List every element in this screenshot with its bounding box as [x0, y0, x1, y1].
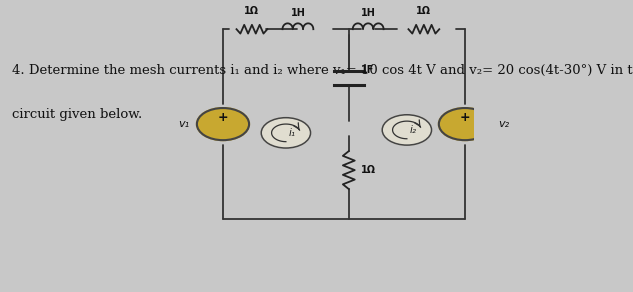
Text: +: + [460, 112, 470, 124]
Circle shape [261, 118, 311, 148]
Text: v₂: v₂ [498, 119, 510, 129]
Circle shape [382, 115, 432, 145]
Text: 1Ω: 1Ω [244, 6, 260, 16]
Text: i₁: i₁ [288, 128, 295, 138]
Text: 1H: 1H [361, 8, 375, 18]
Circle shape [439, 108, 491, 140]
Text: v₁: v₁ [179, 119, 190, 129]
Text: +: + [218, 112, 229, 124]
Text: 1H: 1H [291, 8, 305, 18]
Circle shape [197, 108, 249, 140]
Text: 4. Determine the mesh currents i₁ and i₂ where v₁= 10 cos 4t V and v₂= 20 cos(4t: 4. Determine the mesh currents i₁ and i₂… [12, 64, 633, 77]
Text: 1Ω: 1Ω [361, 165, 375, 175]
Text: i₂: i₂ [410, 125, 417, 135]
Text: 1F: 1F [361, 65, 374, 75]
Text: circuit given below.: circuit given below. [12, 108, 142, 121]
Text: 1Ω: 1Ω [417, 6, 431, 16]
